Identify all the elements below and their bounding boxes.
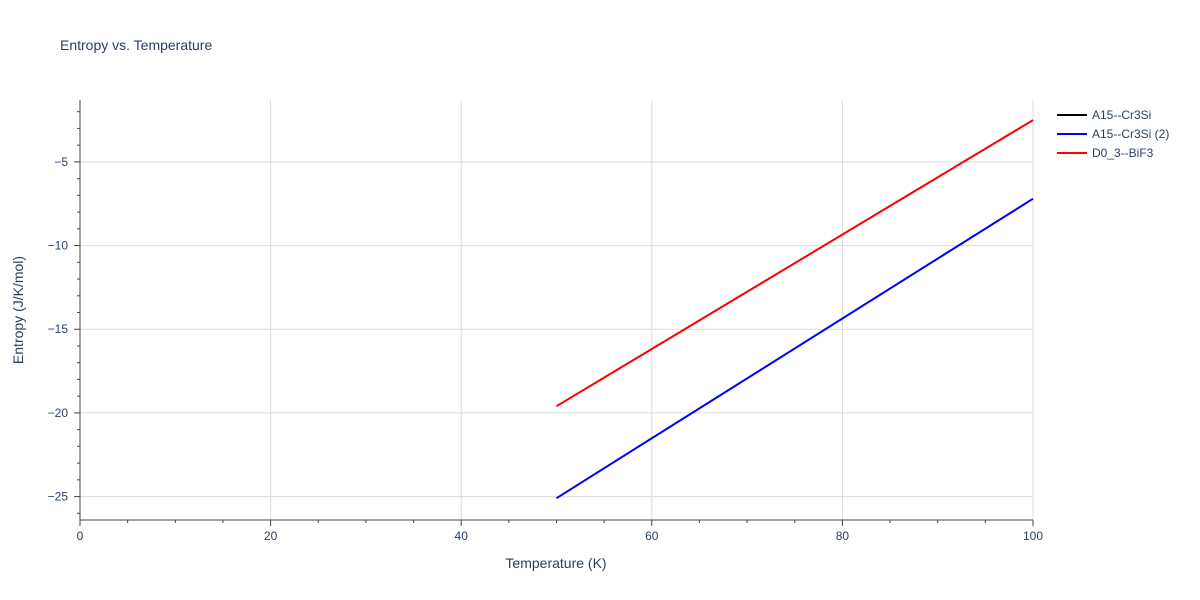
x-tick-label: 20 xyxy=(264,529,278,543)
y-tick-label: −25 xyxy=(48,490,69,504)
series-line-2 xyxy=(555,119,1034,408)
y-axis-title: Entropy (J/K/mol) xyxy=(10,256,26,364)
x-axis-title: Temperature (K) xyxy=(505,555,606,571)
legend-label-1: A15--Cr3Si (2) xyxy=(1092,127,1169,141)
y-tick-label: −15 xyxy=(48,322,69,336)
grid xyxy=(80,100,1034,520)
legend-label-2: D0_3--BiF3 xyxy=(1092,146,1154,160)
series-line-1 xyxy=(555,197,1034,500)
x-tick-label: 40 xyxy=(455,529,469,543)
y-tick-label: −20 xyxy=(48,406,69,420)
x-tick-label: 60 xyxy=(645,529,659,543)
x-tick-label: 80 xyxy=(836,529,850,543)
y-tick-label: −5 xyxy=(54,155,68,169)
y-tick-label: −10 xyxy=(48,239,69,253)
x-tick-label: 0 xyxy=(77,529,84,543)
legend-label-0: A15--Cr3Si xyxy=(1092,108,1151,122)
axes: 0 20 40 60 80 100 −25 −20 −15 −10 −5 xyxy=(48,100,1043,543)
legend: A15--Cr3Si A15--Cr3Si (2) D0_3--BiF3 xyxy=(1057,108,1169,160)
chart-title: Entropy vs. Temperature xyxy=(60,37,212,53)
series-lines xyxy=(555,119,1034,500)
x-tick-label: 100 xyxy=(1023,529,1043,543)
